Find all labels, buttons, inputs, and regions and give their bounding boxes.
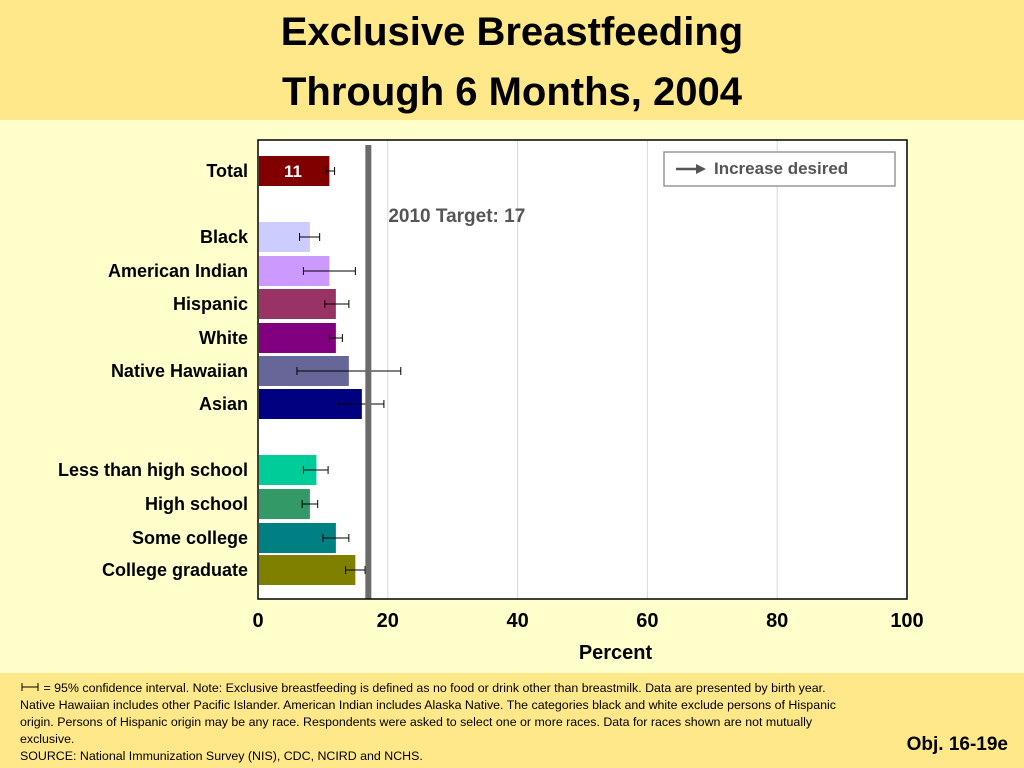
legend-label: Increase desired <box>714 159 848 178</box>
x-tick-label: 0 <box>252 610 263 632</box>
x-tick-label: 100 <box>890 610 923 632</box>
x-tick-label: 80 <box>766 610 788 632</box>
footnote: = 95% confidence interval. Note: Exclusi… <box>20 680 860 765</box>
objective-label: Obj. 16-19e <box>906 734 1008 755</box>
source-text: SOURCE: National Immunization Survey (NI… <box>20 749 423 763</box>
bar-high-school <box>259 489 310 519</box>
slide-title-line2: Through 6 Months, 2004 <box>281 70 743 114</box>
footnote-text: = 95% confidence interval. Note: Exclusi… <box>20 681 836 746</box>
category-label-high-school: High school <box>145 494 248 514</box>
category-label-some-college: Some college <box>132 528 248 548</box>
bar-total <box>259 156 330 186</box>
category-label-black: Black <box>200 227 249 247</box>
bar-hispanic <box>259 289 336 319</box>
x-tick-label: 20 <box>377 610 399 632</box>
category-label-college-graduate: College graduate <box>102 560 248 580</box>
category-label-asian: Asian <box>199 394 248 414</box>
slide-header: Exclusive Breastfeeding Through 6 Months… <box>0 0 1024 120</box>
bar-college-graduate <box>259 555 356 585</box>
category-label-total: Total <box>206 161 248 181</box>
x-axis-title: Percent <box>579 642 653 664</box>
bar-white <box>259 323 336 353</box>
category-label-american-indian: American Indian <box>108 261 248 281</box>
plot-area <box>258 140 907 599</box>
category-label-white: White <box>199 328 248 348</box>
category-label-less-than-high-school: Less than high school <box>58 460 248 480</box>
category-label-hispanic: Hispanic <box>173 294 248 314</box>
category-label-native-hawaiian: Native Hawaiian <box>111 361 248 381</box>
legend-arrowhead-icon <box>696 164 706 174</box>
confidence-interval-icon <box>21 683 39 691</box>
slide-title-line1: Exclusive Breastfeeding <box>280 10 744 54</box>
x-tick-label: 60 <box>636 610 658 632</box>
x-tick-label: 40 <box>506 610 528 632</box>
data-label-total: 11 <box>284 162 302 181</box>
plot-frame <box>257 139 908 600</box>
target-label: 2010 Target: 17 <box>388 206 525 227</box>
slide-footer: = 95% confidence interval. Note: Exclusi… <box>0 673 1024 768</box>
